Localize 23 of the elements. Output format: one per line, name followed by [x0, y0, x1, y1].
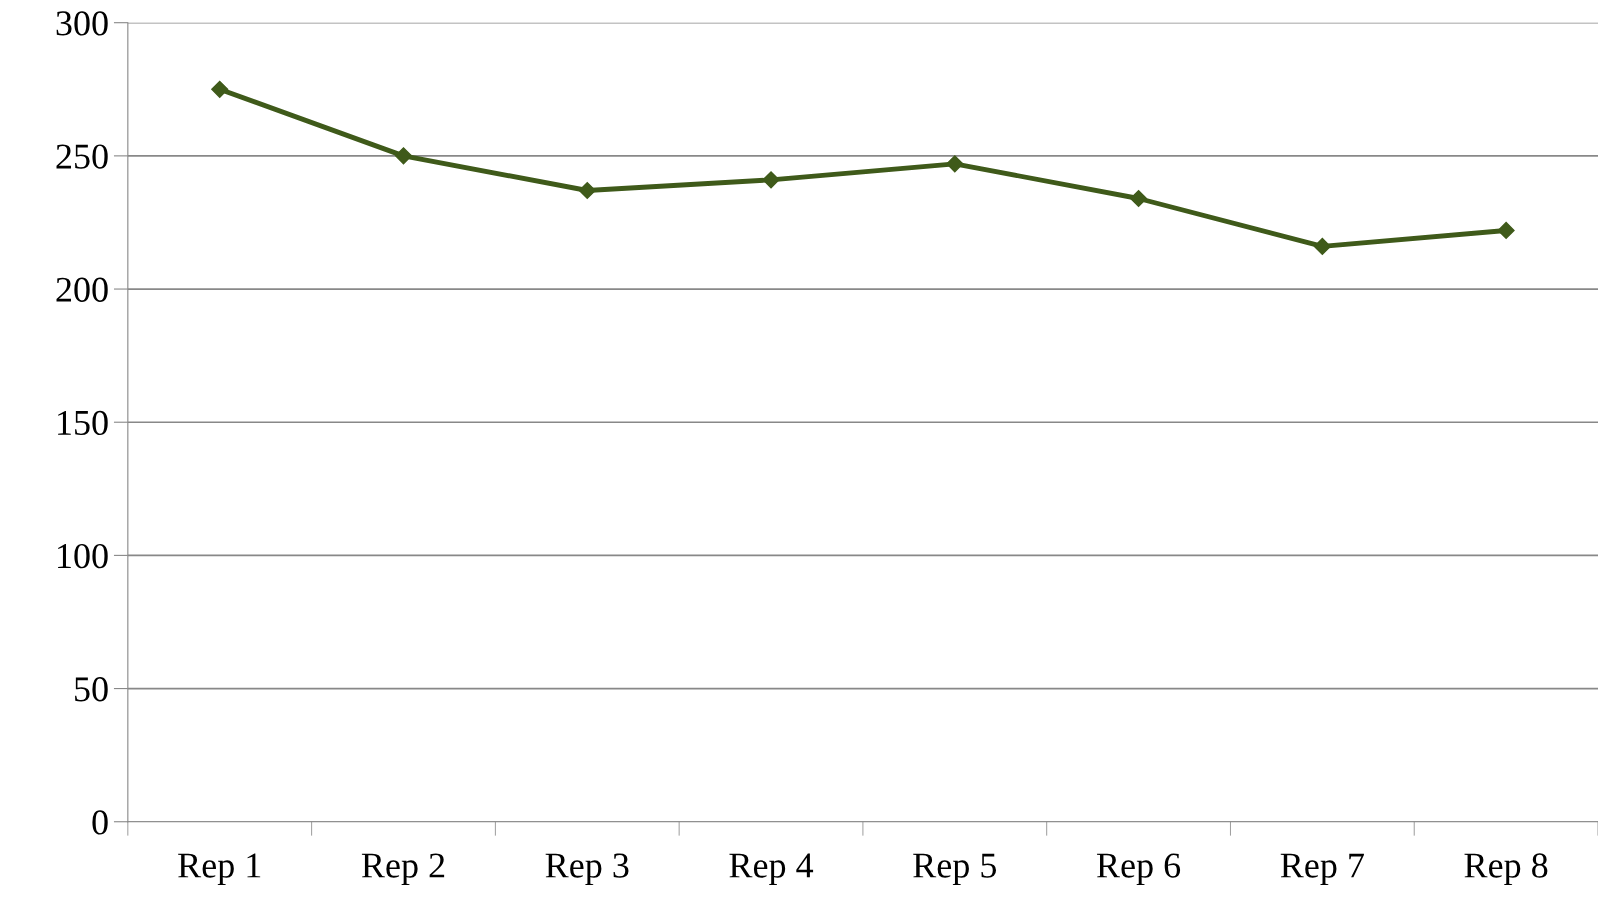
x-tick-label: Rep 4 [729, 853, 814, 886]
x-tick-label: Rep 7 [1280, 853, 1364, 886]
y-tick-label: 300 [56, 11, 108, 36]
point [578, 181, 596, 200]
point [1497, 221, 1515, 240]
y-tick-label: 150 [58, 410, 108, 436]
point [946, 155, 964, 173]
y-tick-label: 50 [75, 677, 108, 702]
x-tick-label: Rep 6 [1096, 853, 1181, 886]
x-tick-label: Rep 5 [913, 853, 997, 886]
y-tick-label: 200 [56, 277, 108, 302]
x-tick-label: Rep 8 [1464, 853, 1548, 886]
point [1130, 189, 1148, 208]
x-tick-label: Rep 2 [361, 853, 445, 886]
y-tick-label: 100 [58, 543, 108, 569]
y-tick-label: 0 [92, 810, 108, 835]
point [762, 171, 780, 189]
point [1313, 237, 1331, 255]
x-tick-label: Rep 3 [545, 853, 629, 886]
x-tick-label: Rep 1 [178, 853, 261, 886]
point [211, 80, 229, 98]
y-tick-label: 250 [56, 144, 108, 169]
point [394, 147, 413, 165]
